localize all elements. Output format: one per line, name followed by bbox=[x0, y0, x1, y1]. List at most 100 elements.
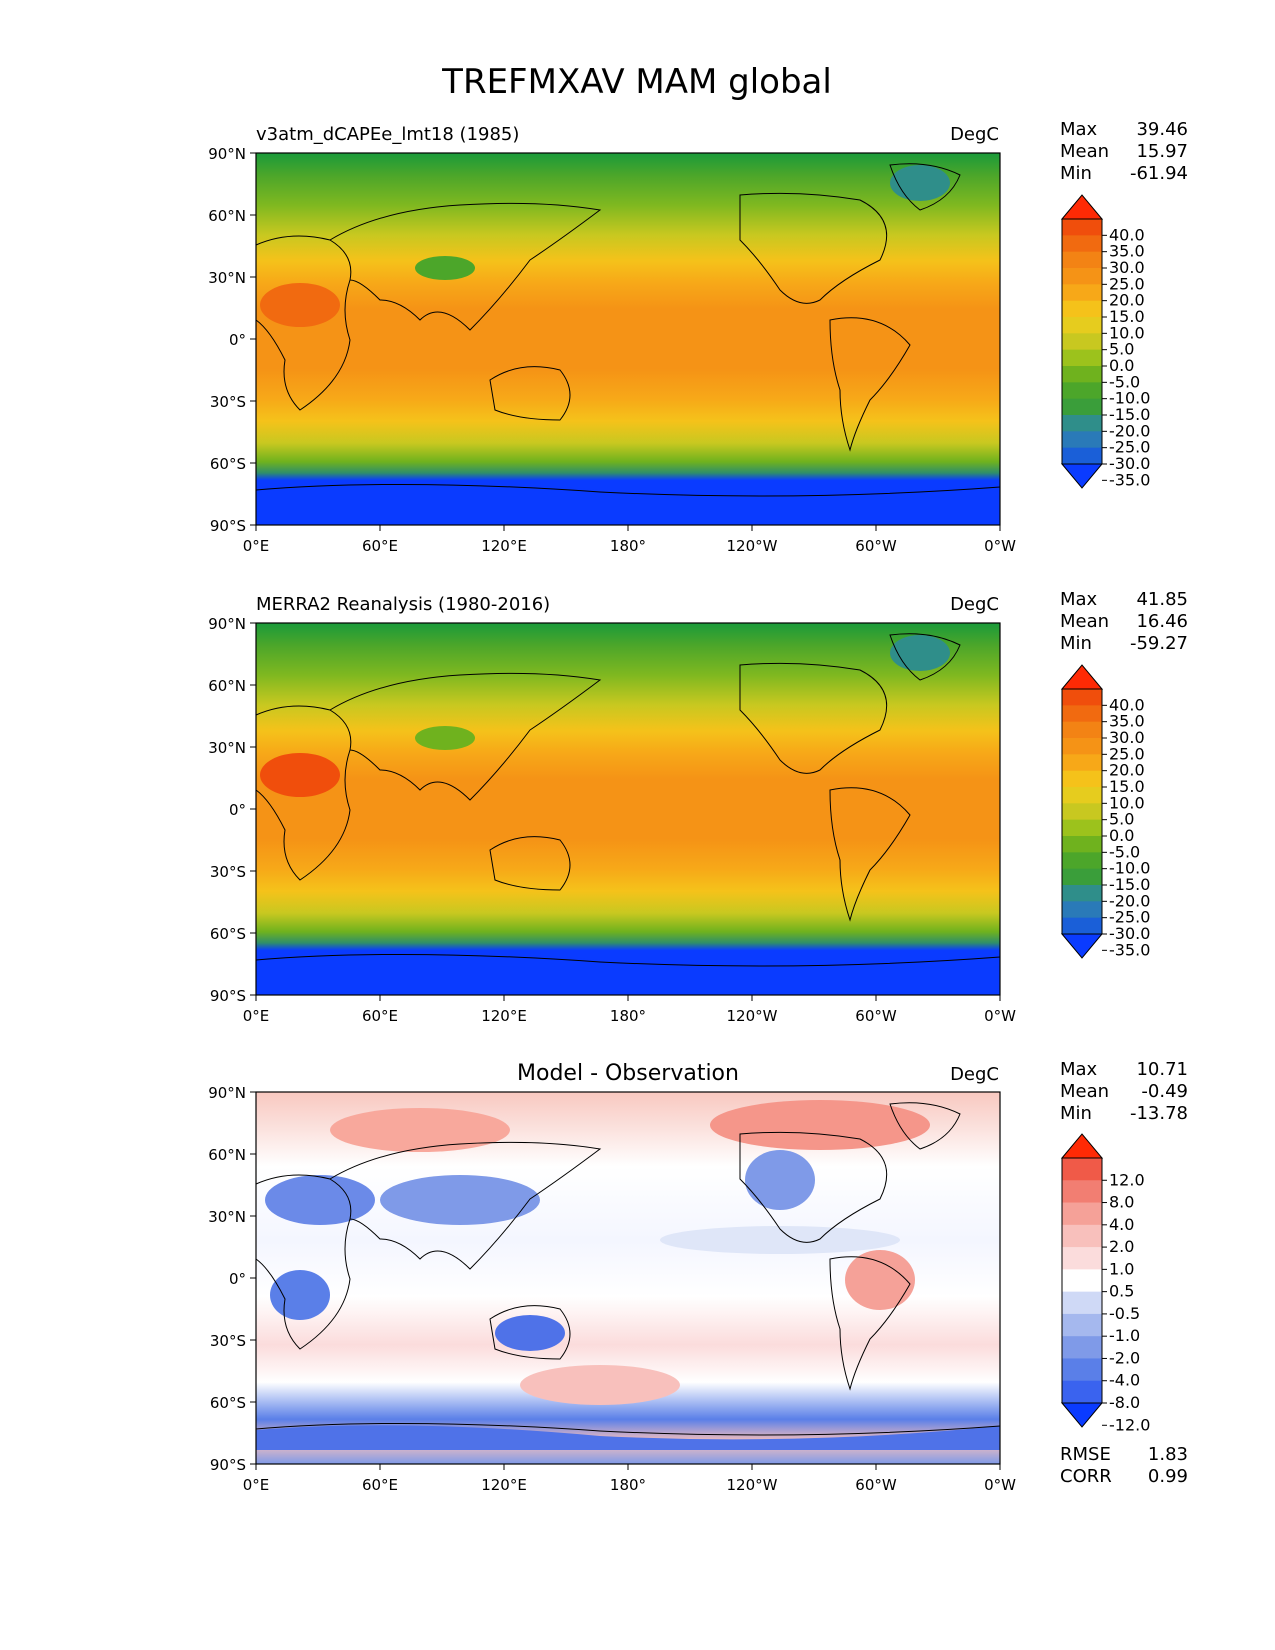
colorbar-tick-label: -15.0 bbox=[1109, 875, 1150, 894]
colorbar-segment bbox=[1062, 1358, 1102, 1382]
colorbar-segment bbox=[1062, 885, 1102, 902]
colorbar-tick-label: -8.0 bbox=[1109, 1393, 1140, 1412]
colorbar-extend-min bbox=[1060, 1402, 1104, 1428]
coast-africa bbox=[255, 1174, 352, 1350]
rmse-label: RMSE bbox=[1060, 1444, 1111, 1465]
lat-label: 90°S bbox=[210, 1456, 246, 1474]
lat-label: 90°S bbox=[210, 987, 246, 1005]
lat-label: 60°S bbox=[210, 1394, 246, 1412]
colorbar-tick-label: 1.0 bbox=[1109, 1259, 1134, 1278]
colorbar-segment bbox=[1062, 1313, 1102, 1337]
lon-label: 120°W bbox=[727, 1476, 778, 1494]
colorbar-tick-label: -30.0 bbox=[1109, 454, 1150, 473]
stat-label: Min bbox=[1060, 1103, 1092, 1124]
colorbar-extend-min bbox=[1060, 463, 1104, 489]
sahara-field bbox=[260, 753, 340, 797]
colorbar-tick-label: -2.0 bbox=[1109, 1348, 1140, 1367]
colorbar-segment bbox=[1062, 705, 1102, 723]
coast-eurasia bbox=[329, 202, 602, 331]
colorbar-segment bbox=[1062, 836, 1102, 853]
lon-label: 0°W bbox=[984, 1007, 1016, 1025]
coast-antarctica bbox=[255, 483, 1001, 497]
colorbar-tick-label: 0.0 bbox=[1109, 356, 1134, 375]
stat-label: Max bbox=[1060, 119, 1098, 140]
panel-diff: Model - Observation DegC bbox=[208, 1059, 1188, 1494]
stat-label: Mean bbox=[1060, 1081, 1109, 1102]
panel-units: DegC bbox=[950, 594, 999, 615]
lon-label: 120°W bbox=[727, 1007, 778, 1025]
colorbar-tick-label: 20.0 bbox=[1109, 291, 1145, 310]
diff-south-pacific-warm bbox=[520, 1365, 680, 1405]
colorbar-tick-label: 35.0 bbox=[1109, 242, 1145, 261]
colorbar-segment bbox=[1062, 268, 1102, 285]
lon-label: 0°E bbox=[243, 1476, 270, 1494]
colorbar-tick-label: -35.0 bbox=[1109, 470, 1150, 489]
lon-label: 0°E bbox=[243, 1007, 270, 1025]
figure-title: TREFMXAV MAM global bbox=[441, 62, 832, 102]
greenland-field bbox=[890, 635, 950, 671]
colorbar-segment bbox=[1062, 349, 1102, 367]
lat-label: 0° bbox=[229, 331, 246, 349]
map-field bbox=[256, 623, 1000, 995]
colorbar-segment bbox=[1062, 1224, 1102, 1248]
colorbar-segment bbox=[1062, 819, 1102, 837]
colorbar: 12.0 8.0 4.0 2.0 1.0 0.5 -0.5 -1.0 -2.0 -4.0 -8.0 -… bbox=[1060, 1133, 1150, 1434]
antarctica-field bbox=[256, 951, 1000, 995]
lon-label: 60°W bbox=[855, 537, 897, 555]
coast-greenland bbox=[889, 163, 961, 211]
stat-value: 41.85 bbox=[1136, 589, 1188, 610]
colorbar-segment bbox=[1062, 1158, 1102, 1181]
colorbar-extend-max bbox=[1060, 194, 1104, 220]
coast-africa bbox=[255, 235, 352, 411]
lon-label: 0°W bbox=[984, 537, 1016, 555]
lon-label: 120°E bbox=[481, 1476, 527, 1494]
colorbar-segment bbox=[1062, 317, 1102, 334]
coast-south-america bbox=[829, 787, 911, 922]
stat-label: Max bbox=[1060, 1059, 1098, 1080]
lon-label: 180° bbox=[610, 1476, 646, 1494]
lat-label: 30°S bbox=[210, 393, 246, 411]
colorbar-segment bbox=[1062, 333, 1102, 351]
colorbar-segment bbox=[1062, 1291, 1102, 1315]
colorbar-tick-label: -4.0 bbox=[1109, 1371, 1140, 1390]
coast-north-america bbox=[739, 192, 888, 304]
colorbar-segment bbox=[1062, 235, 1102, 253]
colorbar-segment bbox=[1062, 284, 1102, 302]
coast-greenland bbox=[889, 1102, 961, 1150]
diff-south-africa-cool bbox=[270, 1270, 330, 1320]
stat-value: -61.94 bbox=[1130, 163, 1188, 184]
coast-north-america bbox=[739, 1131, 888, 1243]
diff-namerica-cool bbox=[745, 1150, 815, 1210]
coast-south-america bbox=[829, 317, 911, 452]
lon-label: 60°W bbox=[855, 1476, 897, 1494]
stats-box: Max 39.46 Mean 15.97 Min -61.94 bbox=[1060, 119, 1188, 184]
colorbar-tick-label: 0.5 bbox=[1109, 1282, 1134, 1301]
colorbar-tick-label: -25.0 bbox=[1109, 438, 1150, 457]
lon-label: 180° bbox=[610, 537, 646, 555]
colorbar-tick-label: 10.0 bbox=[1109, 793, 1145, 812]
diff-antarctic-cool bbox=[256, 1425, 1000, 1450]
lat-label: 0° bbox=[229, 1270, 246, 1288]
map-area bbox=[255, 622, 1001, 996]
colorbar-extend-max bbox=[1060, 1133, 1104, 1159]
coast-greenland bbox=[889, 633, 961, 681]
colorbar-tick-label: -15.0 bbox=[1109, 405, 1150, 424]
colorbar: 40.035.030.025.020.015.010.05.00.0-5.0-1… bbox=[1060, 664, 1150, 959]
stat-label: Mean bbox=[1060, 141, 1109, 162]
colorbar-tick-label: -5.0 bbox=[1109, 842, 1140, 861]
lat-label: 60°N bbox=[208, 207, 246, 225]
stat-label: Min bbox=[1060, 633, 1092, 654]
stat-value: -13.78 bbox=[1130, 1103, 1188, 1124]
lon-label: 60°W bbox=[855, 1007, 897, 1025]
colorbar-tick-label: -30.0 bbox=[1109, 924, 1150, 943]
stat-label: Max bbox=[1060, 589, 1098, 610]
colorbar-segment bbox=[1062, 1269, 1102, 1293]
colorbar-tick-label: -10.0 bbox=[1109, 389, 1150, 408]
colorbar-tick-label: 4.0 bbox=[1109, 1215, 1134, 1234]
stat-value: -0.49 bbox=[1141, 1081, 1188, 1102]
colorbar-tick-label: 12.0 bbox=[1109, 1170, 1145, 1189]
colorbar-tick-label: -0.5 bbox=[1109, 1304, 1140, 1323]
stats-box: Max 10.71 Mean -0.49 Min -13.78 bbox=[1060, 1059, 1188, 1124]
colorbar-segment bbox=[1062, 770, 1102, 788]
